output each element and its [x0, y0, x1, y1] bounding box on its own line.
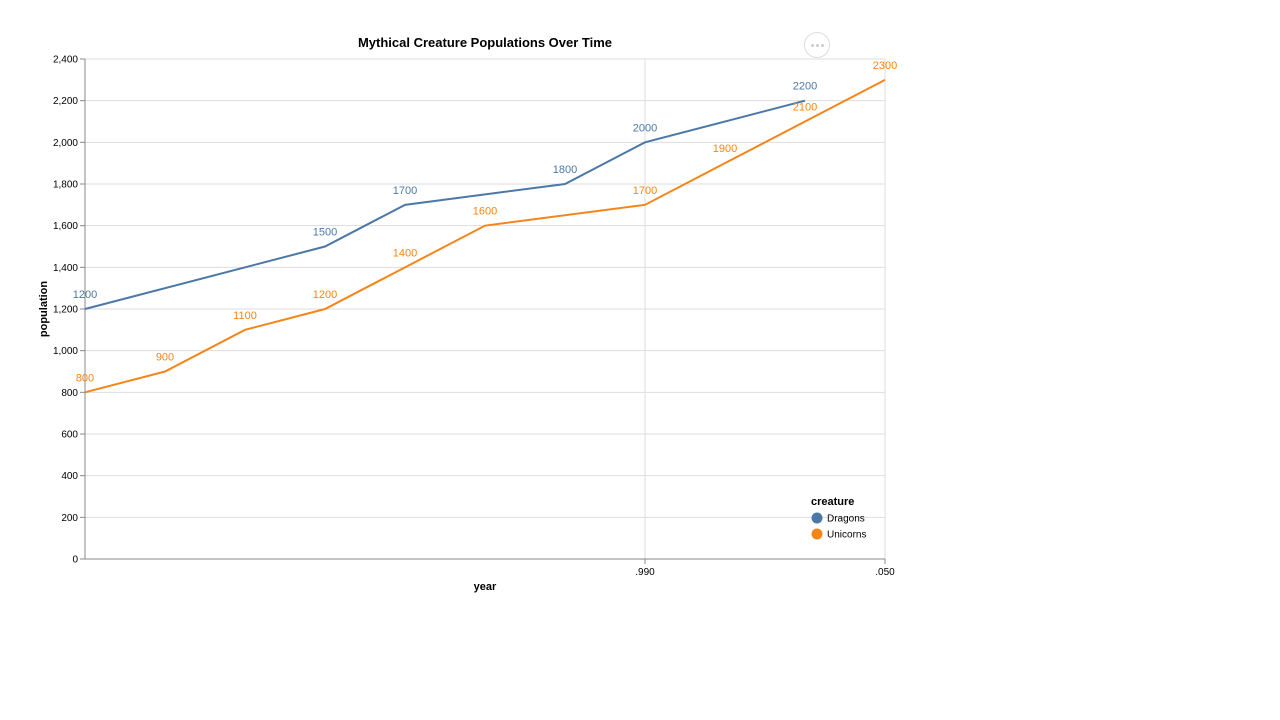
- y-tick-label: 400: [61, 471, 78, 482]
- series-line-unicorns: [84, 78, 886, 394]
- data-label-dragons: 1500: [313, 227, 337, 239]
- data-label-unicorns: 1200: [313, 289, 337, 301]
- data-label-unicorns: 1700: [633, 185, 657, 197]
- y-tick-label: 2,200: [53, 96, 78, 107]
- y-axis-title: population: [38, 281, 50, 337]
- chart-actions-menu-button[interactable]: [804, 32, 830, 58]
- x-tick-label: .990: [635, 567, 655, 578]
- axes: 0 200 400 600 800 1,000 1,200 1,400 1,600 1,800 2,…: [53, 55, 895, 579]
- series: [84, 78, 886, 394]
- y-tick-label: 800: [61, 388, 78, 399]
- data-label-dragons: 2200: [793, 81, 817, 93]
- y-tick-label: 600: [61, 430, 78, 441]
- y-tick-label: 200: [61, 513, 78, 524]
- data-label-dragons: 1200: [73, 289, 97, 301]
- data-label-dragons: 2000: [633, 122, 657, 134]
- grid: [85, 58, 886, 559]
- y-tick-label: 2,400: [53, 55, 78, 66]
- data-label-unicorns: 800: [76, 372, 94, 384]
- y-tick-label: 1,000: [53, 346, 78, 357]
- data-label-unicorns: 2300: [873, 60, 897, 72]
- y-tick-label: 2,000: [53, 138, 78, 149]
- x-tick-label: .050: [875, 567, 895, 578]
- more-horizontal-icon-dot: [821, 44, 824, 47]
- legend: creature Dragons Unicorns: [811, 496, 866, 541]
- legend-swatch-dragons: [811, 512, 823, 524]
- more-horizontal-icon: [811, 44, 814, 47]
- data-label-unicorns: 2100: [793, 102, 817, 114]
- chart-title: Mythical Creature Populations Over Time: [358, 35, 612, 50]
- x-axis-title: year: [474, 581, 497, 593]
- y-tick-label: 0: [72, 555, 78, 566]
- data-label-unicorns: 1600: [473, 206, 497, 218]
- y-tick-label: 1,200: [53, 305, 78, 316]
- series-line-dragons: [84, 99, 806, 310]
- data-labels: 1200 1500 1700 1800 2000 2200 800 900 1100 1200 14…: [73, 60, 897, 385]
- y-tick-label: 1,600: [53, 221, 78, 232]
- data-label-unicorns: 1100: [233, 310, 257, 322]
- data-label-dragons: 1800: [553, 164, 577, 176]
- legend-label-unicorns: Unicorns: [827, 530, 866, 541]
- legend-title: creature: [811, 496, 854, 508]
- data-label-unicorns: 900: [156, 352, 174, 364]
- data-label-unicorns: 1400: [393, 247, 417, 259]
- data-label-dragons: 1700: [393, 185, 417, 197]
- legend-swatch-unicorns: [811, 528, 823, 540]
- legend-label-dragons: Dragons: [827, 514, 865, 525]
- y-tick-label: 1,800: [53, 180, 78, 191]
- more-horizontal-icon-dot: [816, 44, 819, 47]
- y-tick-label: 1,400: [53, 263, 78, 274]
- data-label-unicorns: 1900: [713, 143, 737, 155]
